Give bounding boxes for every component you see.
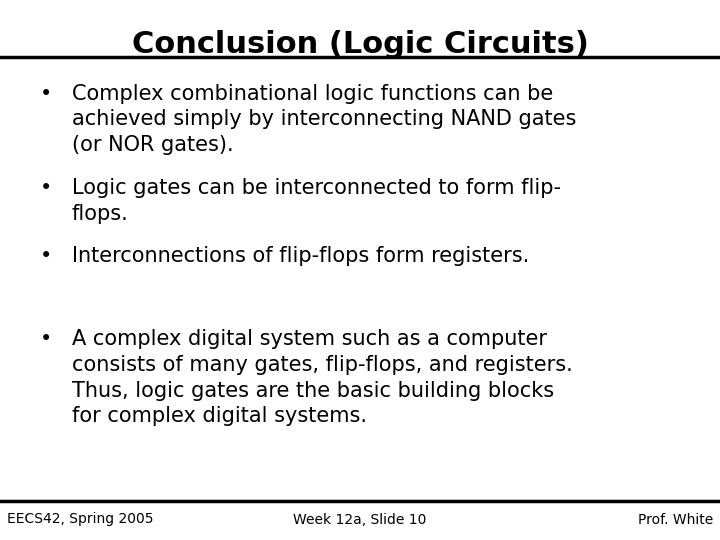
Text: Interconnections of flip-flops form registers.: Interconnections of flip-flops form regi… — [72, 246, 529, 266]
Text: Week 12a, Slide 10: Week 12a, Slide 10 — [293, 512, 427, 526]
Text: A complex digital system such as a computer
consists of many gates, flip-flops, : A complex digital system such as a compu… — [72, 329, 572, 426]
Text: •: • — [40, 178, 52, 198]
Text: EECS42, Spring 2005: EECS42, Spring 2005 — [7, 512, 153, 526]
Text: Conclusion (Logic Circuits): Conclusion (Logic Circuits) — [132, 30, 588, 59]
Text: •: • — [40, 246, 52, 266]
Text: •: • — [40, 329, 52, 349]
Text: •: • — [40, 84, 52, 104]
Text: Prof. White: Prof. White — [637, 512, 713, 526]
Text: Logic gates can be interconnected to form flip-
flops.: Logic gates can be interconnected to for… — [72, 178, 561, 224]
Text: Complex combinational logic functions can be
achieved simply by interconnecting : Complex combinational logic functions ca… — [72, 84, 577, 155]
